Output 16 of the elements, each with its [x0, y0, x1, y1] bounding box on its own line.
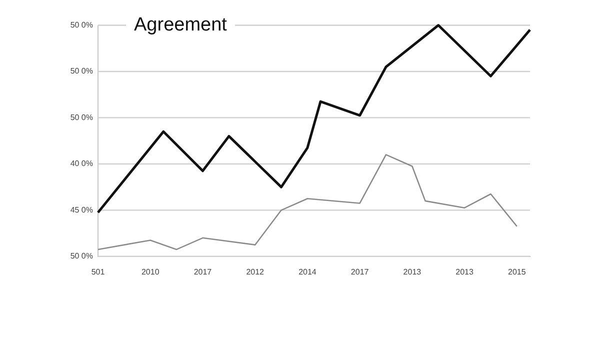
text: 50 0% [70, 112, 93, 122]
x-tick-label: 2013 [403, 267, 422, 276]
text: 45 0% [70, 205, 93, 214]
text: 40 0% [70, 159, 93, 168]
x-tick-label: 2015 [508, 267, 526, 276]
text: 50 0% [70, 252, 93, 261]
x-tick-label: 2010 [141, 267, 160, 276]
x-tick-label: 2017 [194, 267, 212, 276]
x-tick-label: 2017 [350, 267, 370, 276]
text: 50 0% [70, 20, 93, 30]
chart-title: Agreement [134, 14, 228, 36]
text: 50 0% [70, 66, 93, 76]
x-tick-label: 501 [91, 267, 106, 276]
x-tick-label: 2013 [456, 267, 474, 276]
x-tick-label: 2012 [246, 267, 265, 276]
x-tick-label: 2014 [298, 267, 317, 276]
